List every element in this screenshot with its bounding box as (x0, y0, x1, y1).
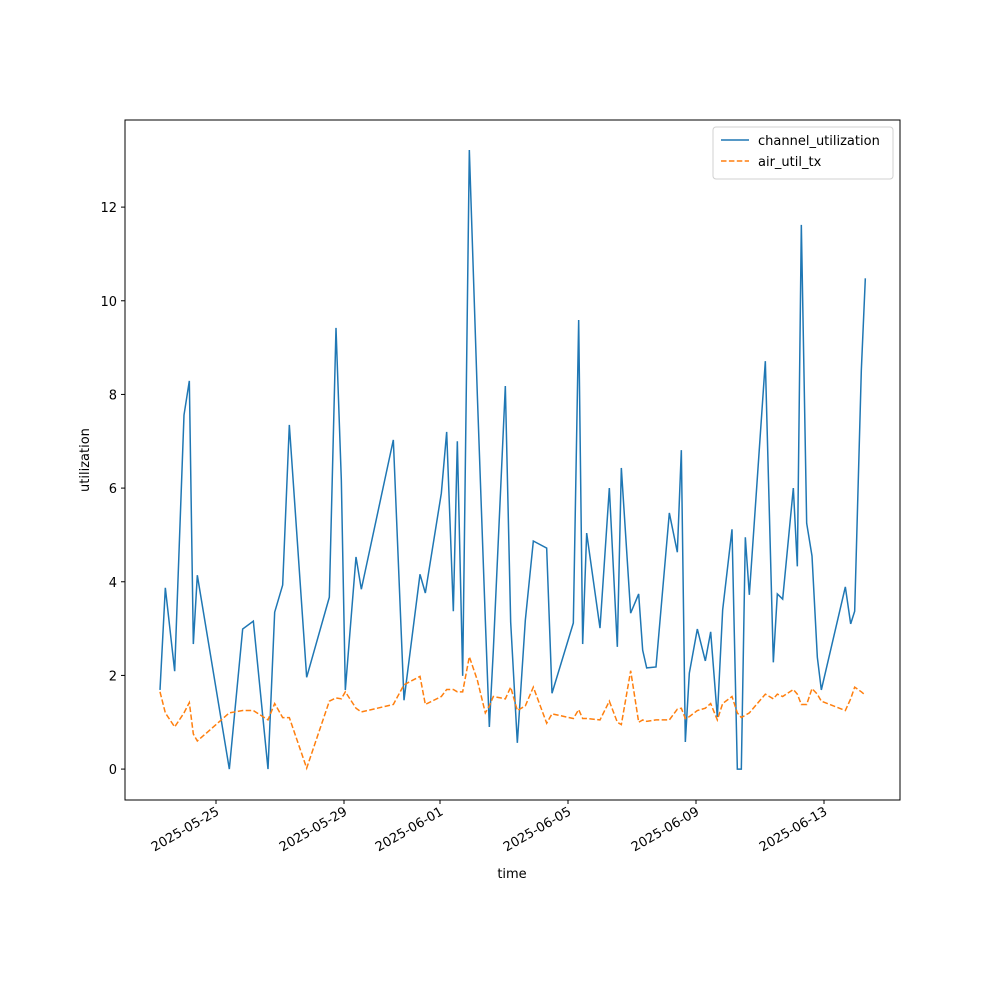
legend-box (712, 126, 894, 180)
x-tick-label: 2025-06-01 (373, 804, 446, 855)
series-line (159, 149, 867, 770)
legend-label: air_util_tx (758, 155, 822, 170)
y-tick-label: 8 (109, 388, 117, 403)
x-axis-label: time (497, 867, 526, 882)
y-tick-label: 12 (100, 201, 117, 216)
series-line (159, 653, 866, 771)
x-tick-label: 2025-06-13 (757, 804, 830, 855)
y-tick-label: 4 (109, 576, 117, 591)
plot-frame (124, 119, 901, 801)
x-tick-label: 2025-06-05 (501, 804, 574, 855)
y-axis-label: utilization (78, 428, 93, 492)
y-tick-label: 0 (109, 763, 117, 778)
y-tick-label: 10 (100, 295, 117, 310)
x-tick-label: 2025-05-25 (149, 804, 222, 855)
legend-label: channel_utilization (758, 134, 880, 149)
y-tick-label: 6 (109, 482, 117, 497)
x-tick-label: 2025-06-09 (629, 804, 702, 855)
x-tick-label: 2025-05-29 (277, 804, 350, 855)
y-tick-label: 2 (109, 669, 117, 684)
